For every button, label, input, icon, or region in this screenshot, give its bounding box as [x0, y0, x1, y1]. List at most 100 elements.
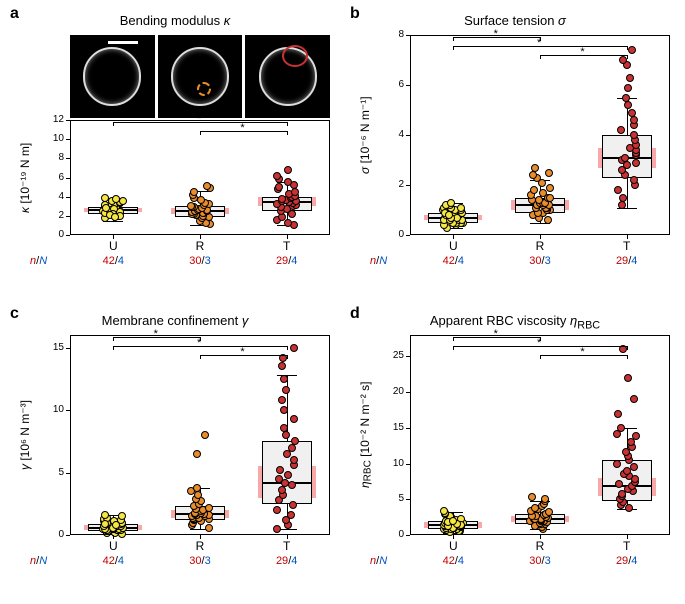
sig-tick: [287, 122, 288, 126]
data-point: [282, 386, 290, 394]
figure: aBending modulus κ024681012κ [10⁻¹⁹ N m]…: [0, 0, 685, 604]
data-point: [535, 196, 543, 204]
data-point: [280, 375, 288, 383]
xtick-label: R: [190, 239, 210, 253]
rbc-rim: [83, 47, 141, 105]
data-point: [278, 362, 286, 370]
xtick: [200, 535, 201, 539]
data-point: [630, 395, 638, 403]
sig-tick: [287, 355, 288, 359]
nN-label: n/N: [30, 255, 47, 267]
data-point: [193, 450, 201, 458]
ylabel: γ [10⁶ N m⁻³]: [18, 335, 32, 535]
data-point: [615, 480, 623, 488]
xtick: [453, 235, 454, 239]
sig-star: *: [537, 337, 541, 349]
data-point: [111, 213, 119, 221]
ytick-label: 0: [382, 529, 404, 540]
data-point: [541, 495, 549, 503]
data-point: [205, 504, 213, 512]
ytick-label: 10: [382, 458, 404, 469]
parasite-marker: [197, 82, 211, 96]
parasite-marker: [282, 45, 308, 67]
xtick-label: U: [103, 539, 123, 553]
ytick-label: 4: [382, 129, 404, 140]
data-point: [280, 424, 288, 432]
ylabel: σ [10⁻⁶ N m⁻¹]: [358, 35, 372, 235]
ytick-label: 6: [42, 172, 64, 183]
data-point: [626, 74, 634, 82]
xtick: [627, 235, 628, 239]
ytick: [66, 178, 70, 179]
ytick-label: 15: [382, 422, 404, 433]
panel-title: Surface tension σ: [350, 13, 680, 28]
ytick-label: 5: [382, 493, 404, 504]
ytick: [66, 158, 70, 159]
xtick-label: R: [190, 539, 210, 553]
data-point: [273, 172, 281, 180]
sig-tick: [113, 346, 114, 350]
ytick-label: 0: [382, 229, 404, 240]
scalebar: [108, 41, 138, 44]
data-point: [530, 186, 538, 194]
sig-tick: [287, 346, 288, 350]
xtick-label: R: [530, 539, 550, 553]
sig-tick: [627, 346, 628, 350]
ytick-label: 8: [382, 29, 404, 40]
data-point: [119, 197, 127, 205]
data-point: [290, 344, 298, 352]
sig-star: *: [240, 346, 244, 358]
data-point: [278, 486, 286, 494]
ytick-label: 8: [42, 152, 64, 163]
xtick: [113, 535, 114, 539]
data-point: [273, 525, 281, 533]
data-point: [546, 184, 554, 192]
xtick-label: U: [103, 239, 123, 253]
sig-star: *: [580, 346, 584, 358]
ytick-label: 6: [382, 79, 404, 90]
ytick: [66, 348, 70, 349]
sig-tick: [453, 46, 454, 50]
data-point: [619, 194, 627, 202]
ytick: [406, 464, 410, 465]
ytick-label: 25: [382, 350, 404, 361]
data-point: [290, 456, 298, 464]
ytick: [66, 216, 70, 217]
data-point: [275, 475, 283, 483]
data-point: [457, 204, 465, 212]
data-point: [630, 116, 638, 124]
data-point: [282, 431, 290, 439]
sig-star: *: [494, 328, 498, 340]
sig-tick: [113, 122, 114, 126]
data-point: [101, 511, 109, 519]
xtick: [453, 535, 454, 539]
data-point: [625, 504, 633, 512]
data-point: [287, 511, 295, 519]
data-point: [280, 406, 288, 414]
xtick: [287, 535, 288, 539]
ytick-label: 2: [42, 210, 64, 221]
nN-value: 42/4: [433, 555, 473, 567]
data-point: [289, 501, 297, 509]
data-point: [440, 507, 448, 515]
ytick-label: 0: [42, 229, 64, 240]
data-point: [284, 471, 292, 479]
nN-value: 29/4: [267, 555, 307, 567]
xtick: [627, 535, 628, 539]
data-point: [632, 432, 640, 440]
sig-tick: [200, 355, 201, 359]
ytick: [406, 235, 410, 236]
data-point: [545, 169, 553, 177]
ytick: [66, 139, 70, 140]
ytick-label: 5: [42, 467, 64, 478]
data-point: [614, 186, 622, 194]
panel-title: Membrane confinement γ: [10, 313, 340, 328]
xtick: [540, 535, 541, 539]
data-point: [614, 410, 622, 418]
sig-tick: [627, 355, 628, 359]
data-point: [621, 154, 629, 162]
ytick: [66, 197, 70, 198]
ylabel: κ [10⁻¹⁹ N m]: [18, 120, 32, 235]
data-point: [276, 466, 284, 474]
panel-b: bSurface tension σ02468σ [10⁻⁶ N m⁻¹]U42…: [350, 5, 680, 295]
